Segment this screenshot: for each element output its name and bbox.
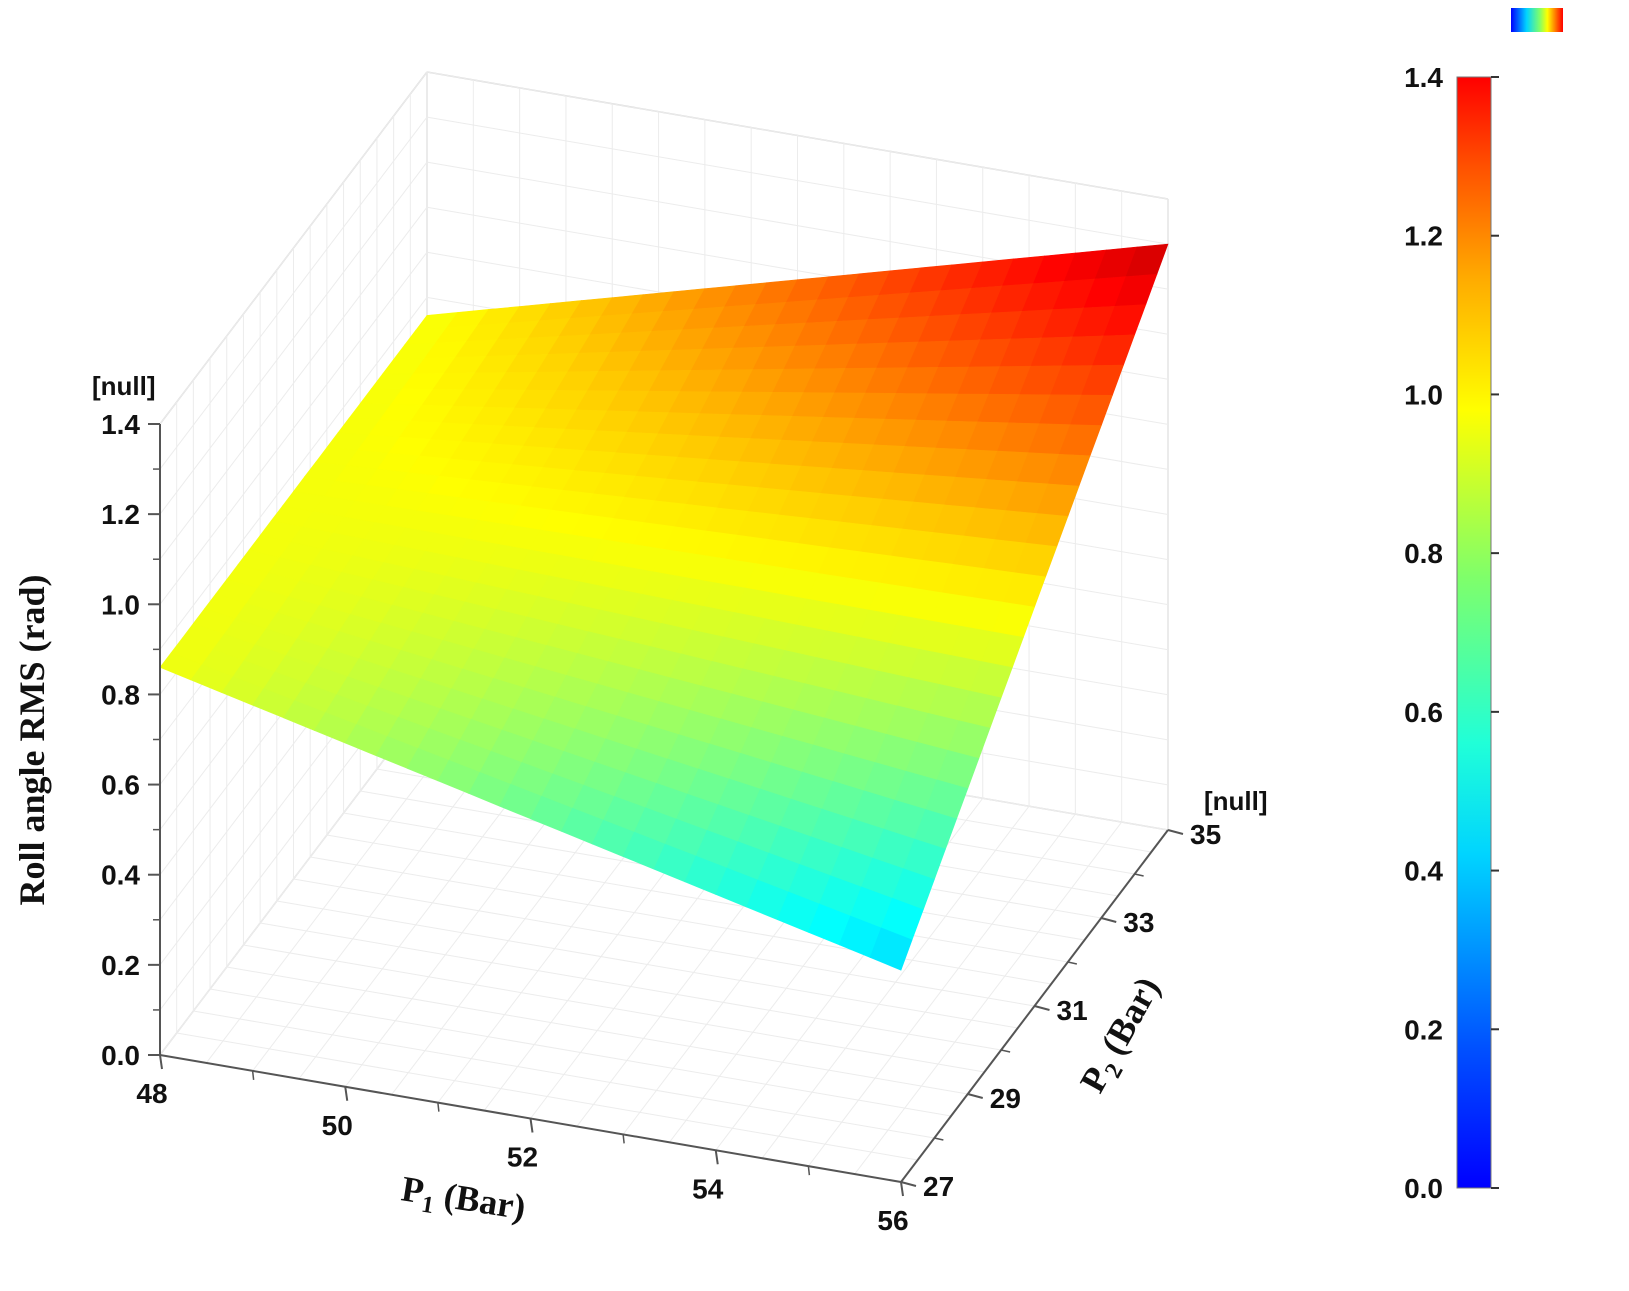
y-minor-tick [1000,1049,1011,1053]
y-corner-label: [null] [1204,786,1268,816]
y-tick-label: 27 [923,1171,954,1202]
x-tick-label: 48 [136,1078,167,1109]
z-tick-label: 0.8 [101,679,140,710]
colorbar-tick-label: 0.8 [1404,538,1443,569]
z-tick-label: 0.2 [101,950,140,981]
x-minor-tick [807,1166,811,1176]
x-tick [159,1054,163,1070]
colorbar-tick-label: 0.6 [1404,697,1443,728]
y-tick-label: 35 [1190,819,1221,850]
y-minor-tick [1067,961,1078,965]
gridline [426,71,1169,200]
x-axis-label: P1 (Bar) [398,1168,529,1233]
colorbar-tick-label: 0.2 [1404,1014,1443,1045]
z-corner-label: [null] [92,371,156,401]
gridline [310,856,1052,985]
tick-labels: 0.0 0.2 0.4 0.6 0.8 1.0 1.2 1.4 48 50 52 54 56 27 29 31… [101,409,1221,1236]
gridline [159,251,428,605]
colorbar-tick-label: 0.4 [1404,856,1443,887]
z-axis-label: Roll angle RMS (rad) [12,575,52,906]
x-minor-tick [251,1070,255,1080]
x-tick-label: 54 [692,1173,724,1204]
gridline [159,206,428,560]
x-tick [529,1118,534,1133]
colorbar-tick-label: 0.0 [1404,1173,1443,1204]
x-tick-label: 52 [507,1142,538,1173]
y-tick [967,1093,984,1099]
gridline [159,297,428,650]
colorbar-ticks: 0.0 0.2 0.4 0.6 0.8 1.0 1.2 1.4 [1404,62,1499,1204]
colormap-swatch-icon [1511,8,1563,32]
x-tick [344,1086,349,1101]
y-tick-label: 31 [1057,995,1088,1026]
y-tick [900,1181,917,1187]
z-tick-label: 0.6 [101,770,140,801]
x-tick-label: 56 [877,1205,908,1236]
z-tick-label: 1.2 [101,499,140,530]
y-minor-tick [1134,873,1144,877]
y-tick [1034,1005,1050,1011]
colorbar-tick-label: 1.4 [1404,62,1443,93]
gridline [426,116,1169,245]
z-tick-label: 1.4 [101,409,140,440]
x-tick-label: 50 [322,1110,353,1141]
colorbar-tick-label: 1.0 [1404,379,1443,410]
y-tick-label: 33 [1123,907,1154,938]
gridline [159,116,428,470]
x-minor-tick [437,1102,440,1112]
z-tick-label: 0.0 [101,1040,140,1071]
colorbar [1456,76,1492,1189]
y-tick-label: 29 [990,1083,1021,1114]
y-tick [1167,829,1184,835]
colorbar-tick-label: 1.2 [1404,221,1443,252]
z-tick-label: 0.4 [101,860,140,891]
surface [159,243,1169,971]
tick-marks [148,423,1184,1197]
gridline [326,834,1068,963]
gridline [159,71,428,425]
x-tick [900,1181,904,1197]
y-tick [1100,917,1117,923]
z-tick-label: 1.0 [101,589,140,620]
y-minor-tick [934,1137,944,1141]
gridline [159,161,428,515]
gridline [807,813,1076,1167]
gridline [159,702,428,1056]
y-axis-label: P2 (Bar) [1072,970,1173,1102]
gridline [854,821,1123,1175]
gridline [761,805,1030,1159]
x-tick [714,1150,719,1165]
gridline [293,878,1035,1007]
x-minor-tick [622,1134,625,1144]
surface-patch [869,927,913,971]
